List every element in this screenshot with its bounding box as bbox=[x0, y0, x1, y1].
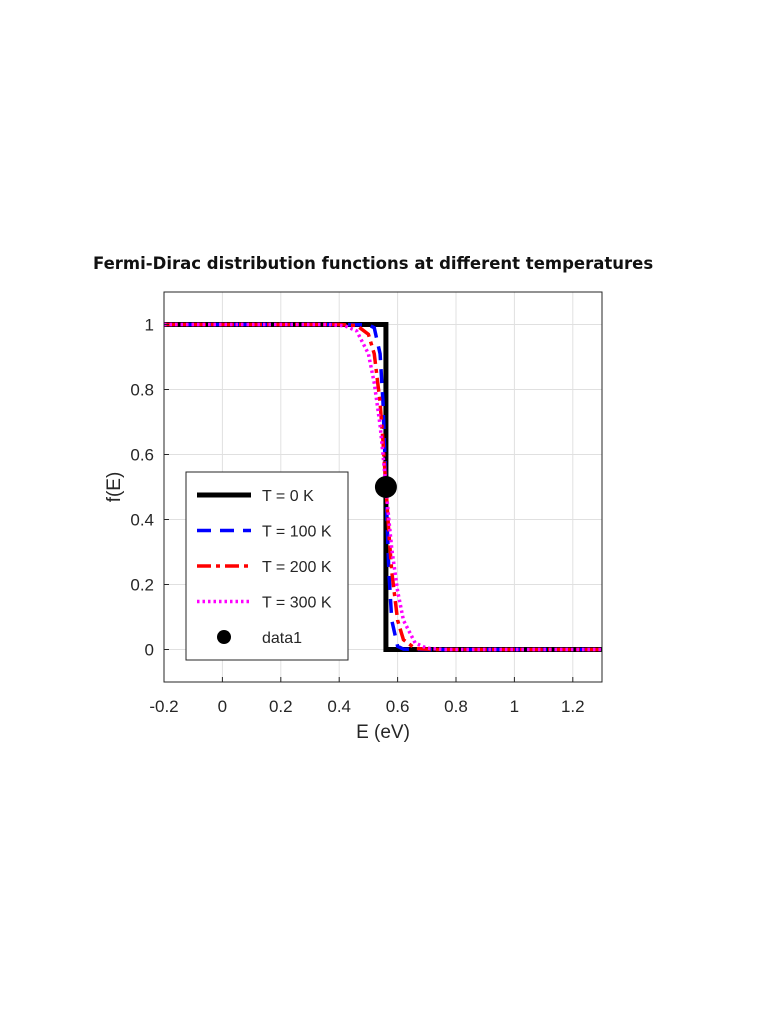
y-axis-label: f(E) bbox=[104, 472, 125, 503]
x-tick-label: 0.2 bbox=[269, 697, 293, 716]
legend: T = 0 K T = 100 K T = 200 K T = 300 K data1 bbox=[185, 471, 349, 661]
y-tick-label: 0.6 bbox=[130, 446, 154, 465]
y-tick-label: 0.8 bbox=[130, 381, 154, 400]
x-tick-label: 0 bbox=[218, 697, 227, 716]
chart-title: Fermi-Dirac distribution functions at di… bbox=[93, 254, 654, 273]
series-lines bbox=[164, 322, 602, 652]
x-axis-label: E (eV) bbox=[356, 722, 410, 743]
x-tick-label: -0.2 bbox=[149, 697, 178, 716]
x-tick-label: 1 bbox=[510, 697, 519, 716]
legend-marker-data1 bbox=[217, 630, 231, 644]
legend-label: T = 300 K bbox=[262, 595, 332, 612]
series-line-2 bbox=[164, 322, 602, 652]
y-tick-label: 0.2 bbox=[130, 576, 154, 595]
x-tick-label: 0.6 bbox=[386, 697, 410, 716]
legend-box bbox=[185, 471, 349, 661]
legend-label: T = 200 K bbox=[262, 559, 332, 576]
y-tick-label: 0.4 bbox=[130, 511, 154, 530]
legend-label: T = 100 K bbox=[262, 524, 332, 541]
x-tick-label: 0.4 bbox=[327, 697, 351, 716]
tick-labels: -0.2 0 0.2 0.4 0.6 0.8 1 1.2 0 0.2 0.4 0.6 0.8 1 bbox=[130, 316, 584, 717]
x-tick-label: 0.8 bbox=[444, 697, 468, 716]
data1-marker bbox=[374, 476, 397, 498]
legend-label: T = 0 K bbox=[262, 488, 314, 505]
x-tick-label: 1.2 bbox=[561, 697, 585, 716]
y-tick-label: 1 bbox=[145, 316, 154, 335]
legend-label: data1 bbox=[262, 630, 302, 647]
plot-frame bbox=[163, 291, 603, 683]
y-tick-label: 0 bbox=[145, 641, 154, 660]
